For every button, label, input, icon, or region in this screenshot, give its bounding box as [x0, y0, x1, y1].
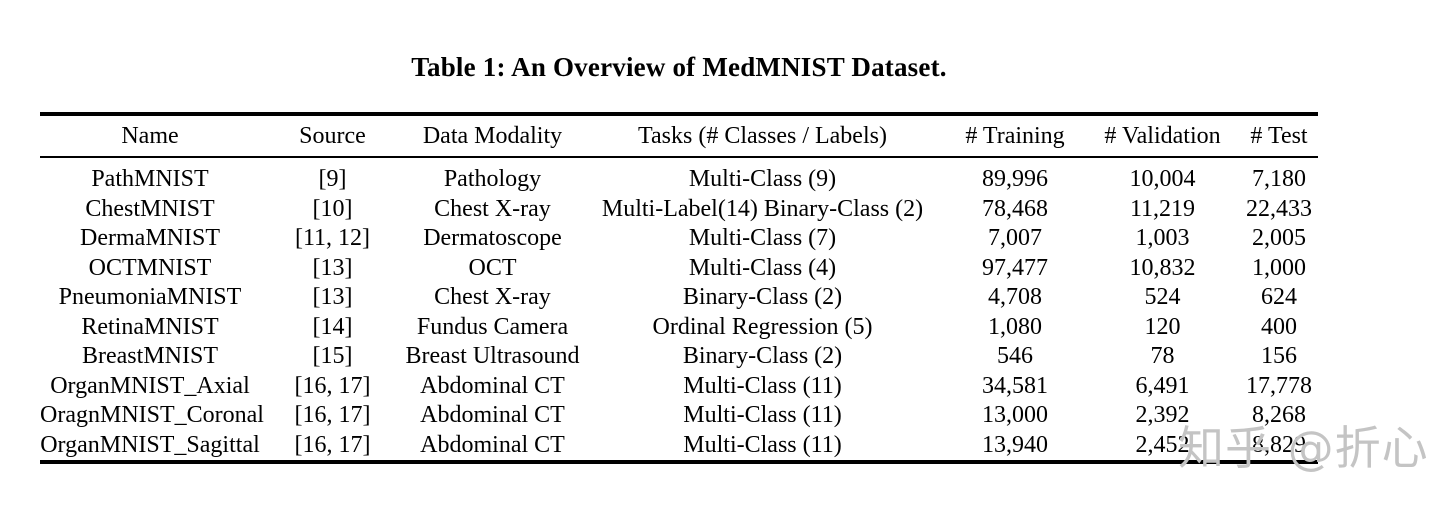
cell-training: 34,581 [982, 372, 1048, 399]
cell-name: OrganMNIST_Sagittal [40, 430, 260, 464]
cell-modality: Abdominal CT [420, 372, 565, 399]
cell-tasks: Ordinal Regression (5) [652, 313, 873, 340]
cell-source: [16, 17] [294, 372, 371, 399]
cell-validation: 10,832 [1129, 254, 1196, 281]
cell-test: 624 [1261, 284, 1297, 311]
cell-test: 8,829 [1240, 430, 1318, 464]
cell-name: DermaMNIST [80, 225, 220, 252]
cell-training: 97,477 [982, 254, 1048, 281]
cell-modality: Chest X-ray [434, 284, 551, 311]
cell-training: 13,940 [945, 430, 1085, 464]
cell-source: [16, 17] [294, 402, 371, 429]
col-header-tasks: Tasks (# Classes / Labels) [580, 112, 945, 158]
zhihu-watermark: 知乎 @折心 [1178, 421, 1429, 475]
cell-name: PathMNIST [91, 166, 209, 193]
col-header-source: Source [260, 112, 405, 158]
cell-source: [13] [312, 284, 353, 311]
cell-validation: 120 [1144, 313, 1181, 340]
cell-tasks: Binary-Class (2) [682, 284, 843, 311]
table-row: OragnMNIST_Coronal [16, 17] Abdominal CT… [40, 401, 1318, 431]
cell-tasks: Multi-Class (7) [688, 225, 837, 252]
cell-test: 2,005 [1252, 225, 1306, 252]
cell-test: 400 [1261, 313, 1297, 340]
cell-source: [10] [312, 195, 353, 222]
cell-name: OrganMNIST_Axial [50, 372, 250, 399]
table-row: OrganMNIST_Axial [16, 17] Abdominal CT M… [40, 372, 1318, 402]
cell-modality: Abdominal CT [405, 430, 580, 464]
cell-validation: 2,452 [1085, 430, 1240, 464]
cell-modality: OCT [468, 254, 517, 281]
cell-tasks: Multi-Class (11) [683, 402, 842, 429]
cell-name: RetinaMNIST [81, 313, 219, 340]
cell-test: 7,180 [1252, 166, 1306, 193]
cell-name: OCTMNIST [88, 254, 212, 281]
cell-modality: Chest X-ray [434, 195, 551, 222]
col-header-name: Name [40, 112, 260, 158]
cell-source: [13] [312, 254, 353, 281]
cell-name: OragnMNIST_Coronal [40, 402, 264, 429]
cell-training: 89,996 [982, 166, 1048, 193]
cell-modality: Breast Ultrasound [405, 343, 580, 370]
col-header-training: # Training [945, 112, 1085, 158]
cell-test: 22,433 [1246, 195, 1312, 222]
table-row: RetinaMNIST [14] Fundus Camera Ordinal R… [40, 313, 1318, 343]
cell-training: 78,468 [982, 195, 1048, 222]
cell-modality: Dermatoscope [423, 225, 562, 252]
cell-modality: Abdominal CT [420, 402, 565, 429]
cell-name: PneumoniaMNIST [58, 284, 242, 311]
table-row: ChestMNIST [10] Chest X-ray Multi-Label(… [40, 195, 1318, 225]
cell-validation: 524 [1144, 284, 1181, 311]
cell-tasks: Binary-Class (2) [682, 343, 843, 370]
cell-modality: Fundus Camera [416, 313, 569, 340]
cell-tasks: Multi-Class (11) [580, 430, 945, 464]
cell-test: 156 [1261, 343, 1297, 370]
cell-tasks: Multi-Class (9) [688, 166, 837, 193]
cell-validation: 78 [1150, 343, 1175, 370]
cell-name: ChestMNIST [85, 195, 215, 222]
col-header-data-modality: Data Modality [405, 112, 580, 158]
table-row: BreastMNIST [15] Breast Ultrasound Binar… [40, 342, 1318, 372]
cell-validation: 6,491 [1135, 372, 1190, 399]
cell-modality: Pathology [443, 166, 542, 193]
cell-training: 4,708 [988, 284, 1042, 311]
cell-source: [9] [318, 166, 347, 193]
cell-test: 8,268 [1252, 402, 1306, 429]
cell-name: BreastMNIST [82, 343, 218, 370]
cell-validation: 2,392 [1135, 402, 1190, 429]
table-row: DermaMNIST [11, 12] Dermatoscope Multi-C… [40, 224, 1318, 254]
cell-source: [14] [312, 313, 353, 340]
cell-validation: 11,219 [1129, 195, 1196, 222]
col-header-validation: # Validation [1085, 112, 1240, 158]
cell-tasks: Multi-Class (4) [688, 254, 837, 281]
col-header-test: # Test [1240, 112, 1318, 158]
table-caption: Table 1: An Overview of MedMNIST Dataset… [411, 52, 947, 82]
cell-training: 13,000 [982, 402, 1048, 429]
cell-training: 7,007 [988, 225, 1042, 252]
medmnist-overview-table: Name Source Data Modality Tasks (# Class… [40, 112, 1318, 464]
table-row: PathMNIST [9] Pathology Multi-Class (9) … [40, 157, 1318, 195]
cell-test: 17,778 [1246, 372, 1312, 399]
header-row: Name Source Data Modality Tasks (# Class… [40, 112, 1318, 158]
table-row: PneumoniaMNIST [13] Chest X-ray Binary-C… [40, 283, 1318, 313]
cell-test: 1,000 [1252, 254, 1306, 281]
cell-training: 1,080 [988, 313, 1042, 340]
cell-tasks: Multi-Label(14) Binary-Class (2) [601, 195, 924, 222]
cell-source: [11, 12] [294, 225, 371, 252]
cell-validation: 1,003 [1135, 225, 1190, 252]
cell-training: 546 [997, 343, 1033, 370]
cell-validation: 10,004 [1129, 166, 1196, 193]
table-row: OrganMNIST_Sagittal [16, 17] Abdominal C… [40, 430, 1318, 464]
cell-source: [15] [312, 343, 353, 370]
cell-tasks: Multi-Class (11) [683, 372, 842, 399]
table-row: OCTMNIST [13] OCT Multi-Class (4) 97,477… [40, 254, 1318, 284]
cell-source: [16, 17] [260, 430, 405, 464]
